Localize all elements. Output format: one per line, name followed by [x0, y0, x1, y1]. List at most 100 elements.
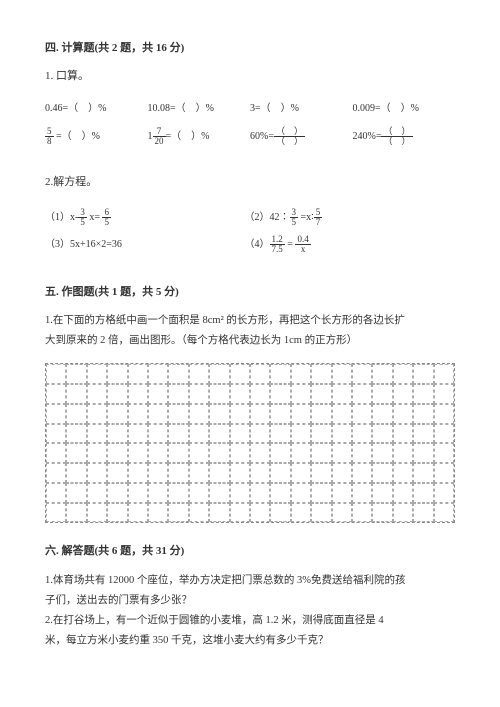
- grid-cell: [46, 463, 66, 483]
- grid-cell: [393, 424, 413, 444]
- grid-cell: [128, 404, 148, 424]
- grid-cell: [393, 384, 413, 404]
- grid-cell: [332, 483, 352, 503]
- grid-cell: [128, 424, 148, 444]
- grid-cell: [311, 364, 331, 384]
- grid-cell: [46, 424, 66, 444]
- grid-cell: [230, 443, 250, 463]
- grid-cell: [46, 364, 66, 384]
- grid-cell: [311, 404, 331, 424]
- grid-cell: [230, 424, 250, 444]
- grid-cell: [148, 404, 168, 424]
- grid-cell: [250, 424, 270, 444]
- grid-cell: [372, 384, 392, 404]
- grid-cell: [250, 503, 270, 523]
- grid-cell: [107, 404, 127, 424]
- grid-cell: [434, 463, 454, 483]
- grid-cell: [168, 364, 188, 384]
- grid-cell: [352, 364, 372, 384]
- grid-cell: [87, 424, 107, 444]
- grid-cell: [291, 424, 311, 444]
- grid-cell: [209, 463, 229, 483]
- grid-cell: [148, 364, 168, 384]
- item-2a: 58 =（ ）%: [45, 127, 148, 146]
- s6-q2-line1: 2.在打谷场上，有一个近似于圆锥的小麦堆，高 1.2 米，测得底面直径是 4: [45, 611, 455, 631]
- grid-cell: [413, 483, 433, 503]
- s6-q1-line1: 1.体育场共有 12000 个座位，举办方决定把门票总数的 3%免费送给福利院的…: [45, 571, 455, 591]
- item-1d: 0.009=（ ）%: [353, 101, 456, 117]
- grid-cell: [107, 364, 127, 384]
- grid-cell: [87, 463, 107, 483]
- grid-cell: [87, 443, 107, 463]
- grid-cell: [230, 384, 250, 404]
- grid-cell: [46, 483, 66, 503]
- grid-cell: [87, 503, 107, 523]
- grid-cell: [291, 443, 311, 463]
- grid-cell: [107, 424, 127, 444]
- q2-label: 2.解方程。: [45, 174, 455, 192]
- grid-cell: [168, 424, 188, 444]
- grid-cell: [189, 503, 209, 523]
- grid-cell: [128, 483, 148, 503]
- grid-cell: [332, 503, 352, 523]
- grid-cell: [311, 483, 331, 503]
- grid-cell: [189, 364, 209, 384]
- grid-cell: [352, 463, 372, 483]
- grid-cell: [87, 364, 107, 384]
- grid-cell: [209, 364, 229, 384]
- grid-cell: [434, 443, 454, 463]
- grid-cell: [372, 463, 392, 483]
- grid-cell: [66, 443, 86, 463]
- section4-title: 四. 计算题(共 2 题，共 16 分): [45, 40, 455, 58]
- grid-cell: [66, 384, 86, 404]
- grid-cell: [128, 443, 148, 463]
- grid-cell: [230, 483, 250, 503]
- grid-cell: [434, 483, 454, 503]
- grid-cell: [413, 384, 433, 404]
- grid-cell: [434, 424, 454, 444]
- grid-cell: [332, 404, 352, 424]
- grid-cell: [148, 463, 168, 483]
- grid-cell: [107, 443, 127, 463]
- item-1c: 3=（ ）%: [250, 101, 353, 117]
- grid-cell: [434, 503, 454, 523]
- grid-cell: [148, 443, 168, 463]
- grid-cell: [209, 483, 229, 503]
- grid-cell: [107, 463, 127, 483]
- grid-cell: [413, 503, 433, 523]
- grid-cell: [372, 364, 392, 384]
- q1-label: 1. 口算。: [45, 68, 455, 86]
- grid-cell: [372, 443, 392, 463]
- grid-cell: [168, 443, 188, 463]
- grid-cell: [291, 404, 311, 424]
- eq4: （4）1.27.5 = 0.4x: [245, 235, 442, 254]
- item-2c: 60%=（ ）（ ）: [250, 127, 353, 146]
- grid-cell: [291, 503, 311, 523]
- grid-cell: [46, 443, 66, 463]
- grid-cell: [87, 384, 107, 404]
- grid-cell: [46, 404, 66, 424]
- grid-cell: [209, 424, 229, 444]
- s5-q1-line1: 1.在下面的方格纸中画一个面积是 8cm² 的长方形，再把这个长方形的各边长扩: [45, 311, 455, 331]
- grid-cell: [168, 384, 188, 404]
- grid-cell: [230, 404, 250, 424]
- grid-cell: [168, 483, 188, 503]
- grid-cell: [148, 483, 168, 503]
- grid-cell: [311, 424, 331, 444]
- section6-title: 六. 解答题(共 6 题，共 31 分): [45, 543, 455, 561]
- eq1: （1）x-35 x= 65: [45, 208, 242, 227]
- grid-cell: [413, 404, 433, 424]
- grid-cell: [189, 404, 209, 424]
- grid-cell: [209, 443, 229, 463]
- grid-cell: [250, 384, 270, 404]
- grid-cell: [270, 384, 290, 404]
- grid-cell: [434, 364, 454, 384]
- grid-cell: [352, 443, 372, 463]
- grid-cell: [372, 483, 392, 503]
- s5-q1-line2: 大到原来的 2 倍，画出图形。（每个方格代表边长为 1cm 的正方形）: [45, 331, 455, 351]
- grid-cell: [270, 364, 290, 384]
- item-2b: 1720=（ ）%: [148, 127, 251, 146]
- grid-cell: [332, 364, 352, 384]
- item-1b: 10.08=（ ）%: [148, 101, 251, 117]
- grid-cell: [189, 483, 209, 503]
